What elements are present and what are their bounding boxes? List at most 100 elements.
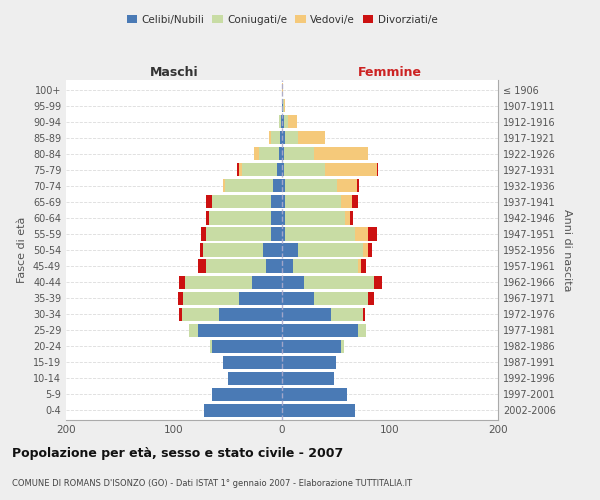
Bar [285,180,337,192]
Bar [206,196,212,208]
Bar [374,276,382,288]
Bar [352,196,358,208]
Bar [285,131,298,144]
Bar [212,340,282,353]
Bar [282,147,284,160]
Bar [368,292,374,304]
Bar [269,131,271,144]
Bar [274,180,282,192]
Bar [279,115,281,128]
Bar [368,228,377,240]
Bar [341,340,344,353]
Bar [282,308,331,320]
Legend: Celibi/Nubili, Coniugati/e, Vedovi/e, Divorziati/e: Celibi/Nubili, Coniugati/e, Vedovi/e, Di… [122,10,442,29]
Bar [377,163,378,176]
Bar [209,212,271,224]
Bar [185,276,252,288]
Bar [179,308,182,320]
Bar [368,244,371,256]
Bar [282,292,314,304]
Bar [179,276,185,288]
Bar [285,228,355,240]
Bar [361,260,366,272]
Bar [220,308,282,320]
Bar [282,244,298,256]
Bar [271,131,280,144]
Text: COMUNE DI ROMANS D'ISONZO (GO) - Dati ISTAT 1° gennaio 2007 - Elaborazione TUTTI: COMUNE DI ROMANS D'ISONZO (GO) - Dati IS… [12,479,412,488]
Bar [279,147,282,160]
Bar [282,83,283,96]
Bar [337,180,356,192]
Bar [282,163,284,176]
Bar [314,292,368,304]
Bar [254,147,259,160]
Bar [282,180,285,192]
Bar [284,163,325,176]
Bar [344,212,350,224]
Bar [239,163,242,176]
Bar [282,260,293,272]
Bar [282,276,304,288]
Bar [223,180,225,192]
Bar [282,115,284,128]
Bar [282,212,285,224]
Bar [200,244,203,256]
Bar [341,196,352,208]
Bar [358,260,361,272]
Y-axis label: Fasce di età: Fasce di età [17,217,27,283]
Bar [282,196,285,208]
Y-axis label: Anni di nascita: Anni di nascita [562,209,572,291]
Bar [204,404,282,417]
Bar [355,228,368,240]
Bar [225,180,274,192]
Bar [356,180,359,192]
Bar [363,308,365,320]
Bar [198,260,206,272]
Bar [242,163,277,176]
Text: Popolazione per età, sesso e stato civile - 2007: Popolazione per età, sesso e stato civil… [12,448,343,460]
Bar [182,292,239,304]
Bar [282,228,285,240]
Bar [350,212,353,224]
Bar [289,115,297,128]
Bar [212,388,282,401]
Bar [189,324,198,337]
Bar [314,147,368,160]
Bar [285,196,341,208]
Bar [198,324,282,337]
Bar [271,212,282,224]
Bar [182,308,220,320]
Bar [280,131,282,144]
Bar [282,324,358,337]
Bar [277,163,282,176]
Bar [285,212,344,224]
Bar [325,163,377,176]
Bar [206,260,266,272]
Bar [228,372,282,385]
Bar [266,260,282,272]
Bar [331,308,363,320]
Bar [282,131,285,144]
Bar [298,131,325,144]
Bar [284,99,285,112]
Text: Maschi: Maschi [149,66,199,79]
Bar [259,147,279,160]
Bar [298,244,363,256]
Bar [304,276,374,288]
Bar [284,115,289,128]
Bar [282,356,336,369]
Bar [212,196,271,208]
Bar [206,228,271,240]
Bar [358,324,366,337]
Bar [263,244,282,256]
Bar [271,228,282,240]
Bar [201,228,206,240]
Bar [283,99,284,112]
Bar [178,292,182,304]
Bar [236,163,239,176]
Bar [239,292,282,304]
Bar [281,115,282,128]
Bar [206,212,209,224]
Bar [282,99,283,112]
Bar [293,260,358,272]
